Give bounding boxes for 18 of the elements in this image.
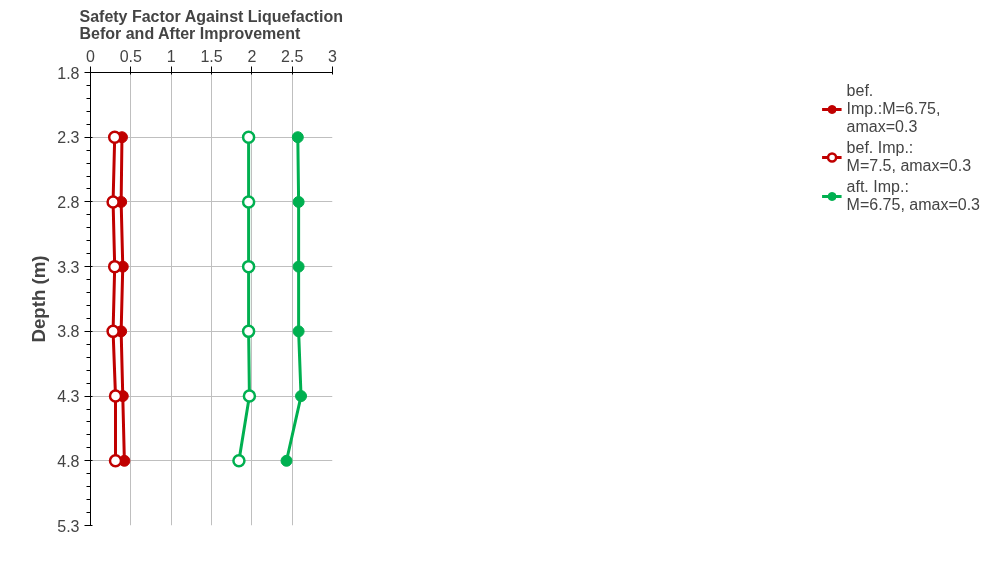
x-tick-label: 0	[86, 47, 96, 65]
y-axis-title: Depth (m)	[28, 255, 50, 343]
y-tick-label: 5.3	[57, 517, 80, 535]
y-tick-label: 2.8	[57, 193, 80, 211]
x-tick-label: 2.5	[281, 47, 304, 65]
x-tick-label: 1	[166, 47, 176, 65]
legend-label: aft. Imp.: M=6.75, amax=0.3	[846, 178, 980, 214]
x-tick-label: 0.5	[119, 47, 143, 65]
y-tick-label: 4.3	[57, 388, 80, 406]
y-tick-label: 2.3	[57, 129, 80, 147]
x-tick-label: 2	[247, 47, 257, 65]
y-tick-label: 3.3	[57, 258, 80, 276]
y-tick-label: 4.8	[57, 452, 80, 470]
chart-title: Safety Factor Against Liquefaction Befor and After Improvement	[79, 7, 343, 42]
x-tick-label: 3	[328, 47, 338, 65]
x-tick-label: 1.5	[200, 47, 223, 65]
y-tick-label: 1.8	[57, 64, 80, 82]
y-tick-label: 3.8	[57, 323, 80, 341]
